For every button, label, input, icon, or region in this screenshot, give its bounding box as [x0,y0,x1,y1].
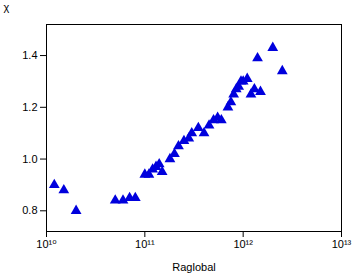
svg-text:10¹³: 10¹³ [332,238,352,250]
svg-text:1.2: 1.2 [22,101,37,113]
svg-text:1.4: 1.4 [22,49,37,61]
svg-text:0.8: 0.8 [22,204,37,216]
svg-text:10¹¹: 10¹¹ [135,238,155,250]
svg-text:1.0: 1.0 [22,153,37,165]
svg-text:Raglobal: Raglobal [172,261,215,273]
svg-text:10¹⁰: 10¹⁰ [36,238,57,250]
svg-text:10¹²: 10¹² [233,238,253,250]
svg-text:χ: χ [4,1,10,13]
